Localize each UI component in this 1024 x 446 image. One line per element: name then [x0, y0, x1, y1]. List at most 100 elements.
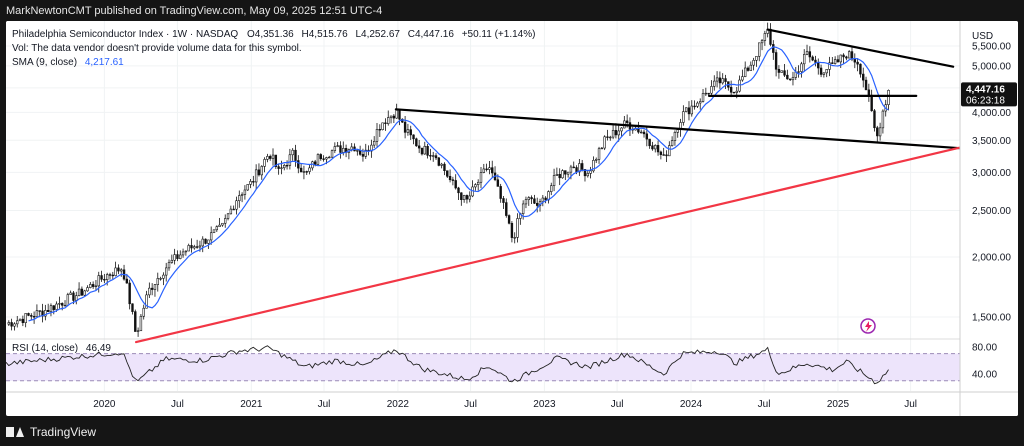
- legend-sma-value: 4,217.61: [85, 57, 124, 68]
- candle-body: [128, 282, 131, 305]
- candle-body: [788, 78, 792, 81]
- candle-body: [13, 323, 16, 327]
- candle-body: [699, 101, 702, 104]
- candle-body: [356, 150, 359, 152]
- candle-body: [575, 167, 578, 173]
- chart-canvas[interactable]: USD 1,500.00 2,000.00 2,500.00 3,000.00 3,50…: [6, 21, 1018, 416]
- time-tick-label: Jul: [464, 399, 477, 410]
- candle-body: [142, 307, 145, 317]
- candle-body: [252, 181, 255, 183]
- candle-body: [336, 145, 339, 147]
- candle-body: [193, 246, 196, 249]
- legend-sma-label[interactable]: SMA (9, close): [12, 57, 77, 68]
- candle-body: [313, 161, 317, 165]
- candle-body: [257, 169, 261, 176]
- candle-body: [583, 169, 587, 177]
- rsi-label[interactable]: RSI (14, close): [12, 343, 78, 354]
- candle-body: [131, 303, 134, 312]
- candle-body: [521, 203, 525, 214]
- candle-body: [513, 237, 516, 239]
- candle-body: [595, 159, 598, 161]
- candle-body: [111, 274, 115, 277]
- candle-body: [437, 157, 441, 166]
- candle-body: [184, 250, 188, 253]
- chart-panel[interactable]: USD 1,500.00 2,000.00 2,500.00 3,000.00 3,50…: [6, 21, 1018, 416]
- currency-label[interactable]: USD: [972, 31, 993, 42]
- candle-body: [364, 149, 367, 157]
- candle-body: [524, 199, 528, 205]
- footer-brand[interactable]: TradingView: [30, 425, 97, 439]
- time-tick-label: 2020: [93, 399, 116, 410]
- price-tick-label: 2,000.00: [972, 253, 1011, 264]
- candle-body: [38, 310, 41, 312]
- candle-body: [398, 110, 401, 120]
- candle-body: [446, 170, 449, 177]
- footer[interactable]: TradingView: [6, 422, 96, 442]
- candle-body: [589, 170, 592, 174]
- legend[interactable]: Philadelphia Semiconductor Index · 1W · …: [12, 29, 535, 68]
- candle-body: [833, 59, 837, 64]
- candle-body: [218, 224, 221, 227]
- candle-body: [665, 154, 668, 157]
- candle-body: [491, 167, 494, 174]
- candle-body: [387, 117, 390, 124]
- candle-body: [342, 148, 345, 153]
- candle-body: [701, 93, 705, 102]
- candle-body: [209, 232, 213, 241]
- candle-body: [305, 171, 308, 173]
- candle-body: [103, 278, 106, 281]
- candle-body: [867, 89, 871, 96]
- rsi-tick-label: 40.00: [972, 370, 997, 381]
- candle-body: [27, 313, 30, 316]
- candle-body: [811, 56, 814, 61]
- news-flash-icon[interactable]: [860, 318, 876, 334]
- price-tag-countdown: 06:23:18: [966, 95, 1005, 106]
- candle-body: [159, 278, 162, 280]
- candle-body: [465, 195, 469, 200]
- candle-body: [266, 156, 269, 160]
- candle-body: [198, 245, 202, 248]
- legend-low-label: L: [355, 29, 361, 40]
- time-tick-label: 2024: [680, 399, 703, 410]
- candle-body: [603, 136, 606, 149]
- candle-body: [316, 154, 320, 165]
- candle-body: [752, 59, 755, 66]
- candle-body: [325, 157, 328, 160]
- tradingview-logo-icon[interactable]: [6, 426, 24, 438]
- legend-close: 4,447.16: [415, 29, 454, 40]
- candle-body: [536, 202, 539, 206]
- candle-body: [763, 33, 767, 41]
- candle-body: [808, 51, 812, 58]
- candle-body: [729, 86, 733, 93]
- candle-body: [482, 168, 486, 173]
- candle-body: [620, 127, 623, 132]
- candle-body: [684, 107, 688, 112]
- trendlines[interactable]: [134, 28, 962, 344]
- candle-body: [614, 130, 618, 136]
- candle-body: [204, 238, 207, 244]
- candle-body: [474, 184, 477, 188]
- candle-body: [162, 274, 165, 279]
- candle-body: [181, 251, 185, 256]
- time-tick-label: Jul: [904, 399, 917, 410]
- candle-body: [361, 154, 365, 157]
- candle-body: [392, 115, 396, 119]
- candle-body: [625, 120, 629, 123]
- candle-body: [710, 86, 713, 94]
- candle-body: [845, 56, 848, 59]
- candle-body: [173, 254, 176, 261]
- candle-body: [690, 105, 693, 115]
- candle-body: [541, 197, 545, 202]
- candle-body: [277, 166, 280, 169]
- price-axis-bg[interactable]: [960, 21, 1018, 416]
- time-axis-labels[interactable]: 2020 Jul 2021 Jul 2022 Jul 2023 Jul 2024 Jul 2025 J…: [93, 399, 917, 410]
- candle-body: [611, 130, 615, 138]
- candle-body: [797, 71, 800, 73]
- candle-body: [77, 288, 81, 296]
- candle-body: [580, 163, 584, 170]
- candle-body: [52, 305, 55, 310]
- legend-symbol[interactable]: Philadelphia Semiconductor Index · 1W · …: [12, 29, 238, 40]
- support-trendline: [134, 146, 962, 344]
- candle-body: [381, 122, 384, 131]
- candle-body: [72, 292, 75, 301]
